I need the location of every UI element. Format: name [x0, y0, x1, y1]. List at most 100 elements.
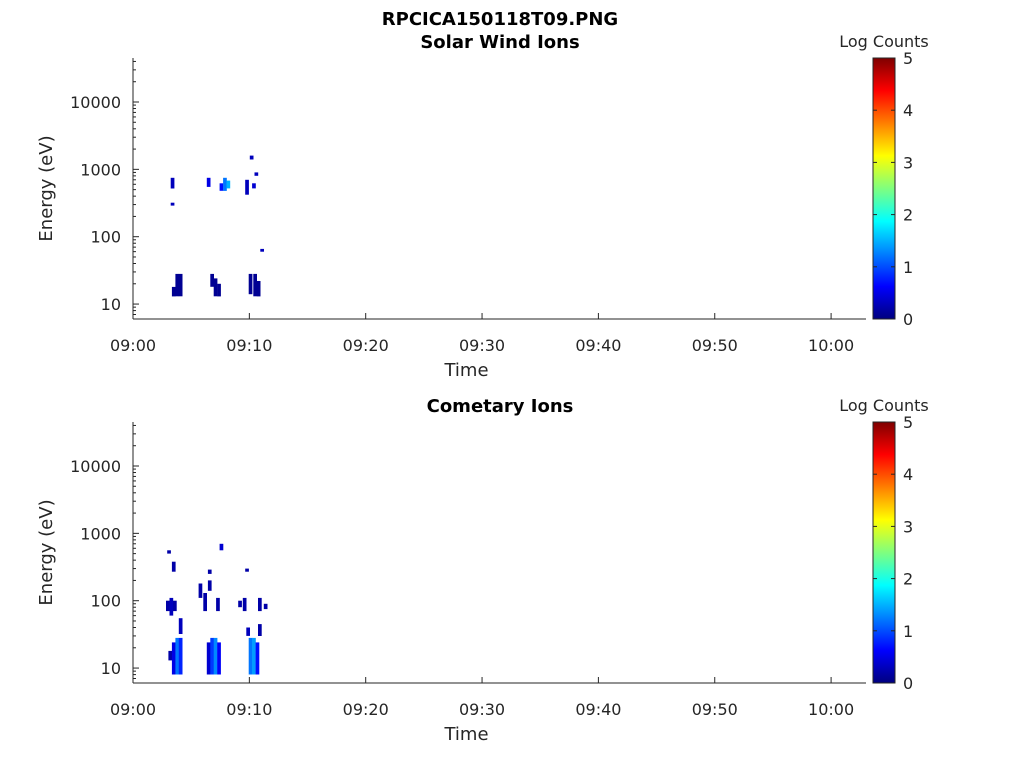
heatmap-cell	[210, 273, 214, 287]
x-tick-label: 09:50	[692, 700, 738, 719]
heatmap-cell	[256, 281, 261, 297]
x-axis-label: Time	[443, 724, 488, 745]
heatmap-cell	[168, 650, 173, 661]
heatmap-cell	[178, 637, 183, 675]
y-tick-label: 10	[101, 295, 121, 314]
x-tick-label: 09:20	[343, 700, 389, 719]
y-tick-label: 1000	[80, 160, 121, 179]
panel-title: Cometary Ions	[427, 396, 574, 417]
y-tick-label: 100	[90, 592, 121, 611]
colorbar-tick-label: 4	[903, 101, 913, 120]
heatmap-cell	[252, 183, 256, 189]
panel-title: Solar Wind Ions	[420, 32, 579, 53]
heatmap-cell	[178, 618, 183, 634]
heatmap-cell	[248, 273, 253, 295]
heatmap-cells	[170, 155, 264, 297]
y-axis-label: Energy (eV)	[36, 135, 57, 241]
heatmap-cell	[245, 568, 249, 572]
colorbar-label: Log Counts	[839, 32, 929, 51]
colorbar-tick-label: 4	[903, 465, 913, 484]
heatmap-cell	[245, 179, 249, 195]
x-tick-label: 10:00	[808, 336, 854, 355]
colorbar-tick-label: 5	[903, 413, 913, 432]
figure-title: RPCICA150118T09.PNG	[382, 9, 618, 30]
colorbar-tick-label: 2	[903, 570, 913, 589]
heatmap-cell	[175, 273, 180, 297]
heatmap-cell	[242, 597, 247, 612]
heatmap-cell	[255, 642, 260, 675]
heatmap-cell	[171, 642, 176, 675]
heatmap-cell	[213, 637, 218, 675]
x-tick-label: 09:40	[575, 336, 621, 355]
heatmap-cell	[210, 637, 214, 675]
x-tick-label: 09:10	[226, 336, 272, 355]
heatmap-cells	[166, 543, 268, 675]
cometary-ions-panel: 09:00 09:10 09:20 09:30 09:40 09:50 10:0010100…	[36, 396, 929, 745]
heatmap-cell	[171, 561, 176, 572]
heatmap-cell	[246, 627, 250, 636]
x-tick-label: 09:00	[110, 336, 156, 355]
colorbar-tick-label: 3	[903, 153, 913, 172]
heatmap-cell	[238, 600, 242, 608]
y-tick-label: 100	[90, 228, 121, 247]
heatmap-cell	[217, 283, 221, 297]
heatmap-cell	[258, 624, 262, 636]
heatmap-cell	[167, 550, 171, 554]
x-tick-label: 09:00	[110, 700, 156, 719]
heatmap-cell	[252, 637, 256, 675]
colorbar-tick-label: 0	[903, 310, 913, 329]
heatmap-cell	[175, 637, 180, 675]
y-tick-label: 10000	[70, 93, 121, 112]
colorbar-tick-label: 0	[903, 674, 913, 693]
heatmap-cell	[260, 248, 264, 252]
heatmap-cell	[248, 637, 253, 675]
x-axis-label: Time	[443, 360, 488, 381]
x-tick-label: 09:30	[459, 336, 505, 355]
y-tick-label: 10000	[70, 457, 121, 476]
x-tick-label: 09:10	[226, 700, 272, 719]
heatmap-cell	[206, 642, 211, 675]
colorbar	[872, 57, 896, 320]
heatmap-cell	[206, 177, 211, 187]
x-tick-label: 09:50	[692, 336, 738, 355]
heatmap-cell	[207, 580, 212, 591]
heatmap-cell	[173, 600, 177, 612]
heatmap-cell	[258, 597, 262, 612]
x-tick-label: 10:00	[808, 700, 854, 719]
colorbar-tick-label: 3	[903, 517, 913, 536]
heatmap-cell	[249, 155, 254, 160]
colorbar-tick-label: 5	[903, 49, 913, 68]
heatmap-cell	[254, 172, 259, 176]
heatmap-cell	[207, 569, 212, 574]
solar-wind-panel: 09:00 09:10 09:20 09:30 09:40 09:50 10:0010100…	[36, 32, 929, 381]
heatmap-cell	[219, 543, 224, 551]
heatmap-cell	[178, 273, 183, 297]
heatmap-cell	[203, 593, 207, 612]
heatmap-cell	[253, 273, 257, 297]
colorbar	[872, 421, 896, 684]
x-tick-label: 09:30	[459, 700, 505, 719]
heatmap-cell	[223, 177, 227, 191]
y-tick-label: 10	[101, 659, 121, 678]
heatmap-cell	[263, 603, 268, 610]
colorbar-label: Log Counts	[839, 396, 929, 415]
heatmap-cell	[170, 202, 175, 206]
heatmap-cell	[226, 180, 231, 189]
heatmap-cell	[169, 597, 174, 616]
colorbar-tick-label: 1	[903, 622, 913, 641]
heatmap-cell	[166, 600, 170, 612]
heatmap-cell	[171, 286, 176, 297]
heatmap-cell	[216, 597, 220, 612]
colorbar-tick-label: 1	[903, 258, 913, 277]
heatmap-cell	[198, 583, 203, 598]
y-tick-label: 1000	[80, 524, 121, 543]
heatmap-cell	[213, 278, 218, 297]
heatmap-cell	[217, 642, 221, 675]
x-tick-label: 09:40	[575, 700, 621, 719]
x-tick-label: 09:20	[343, 336, 389, 355]
colorbar-tick-label: 2	[903, 206, 913, 225]
y-axis-label: Energy (eV)	[36, 499, 57, 605]
heatmap-cell	[170, 177, 175, 189]
heatmap-cell	[219, 183, 224, 191]
